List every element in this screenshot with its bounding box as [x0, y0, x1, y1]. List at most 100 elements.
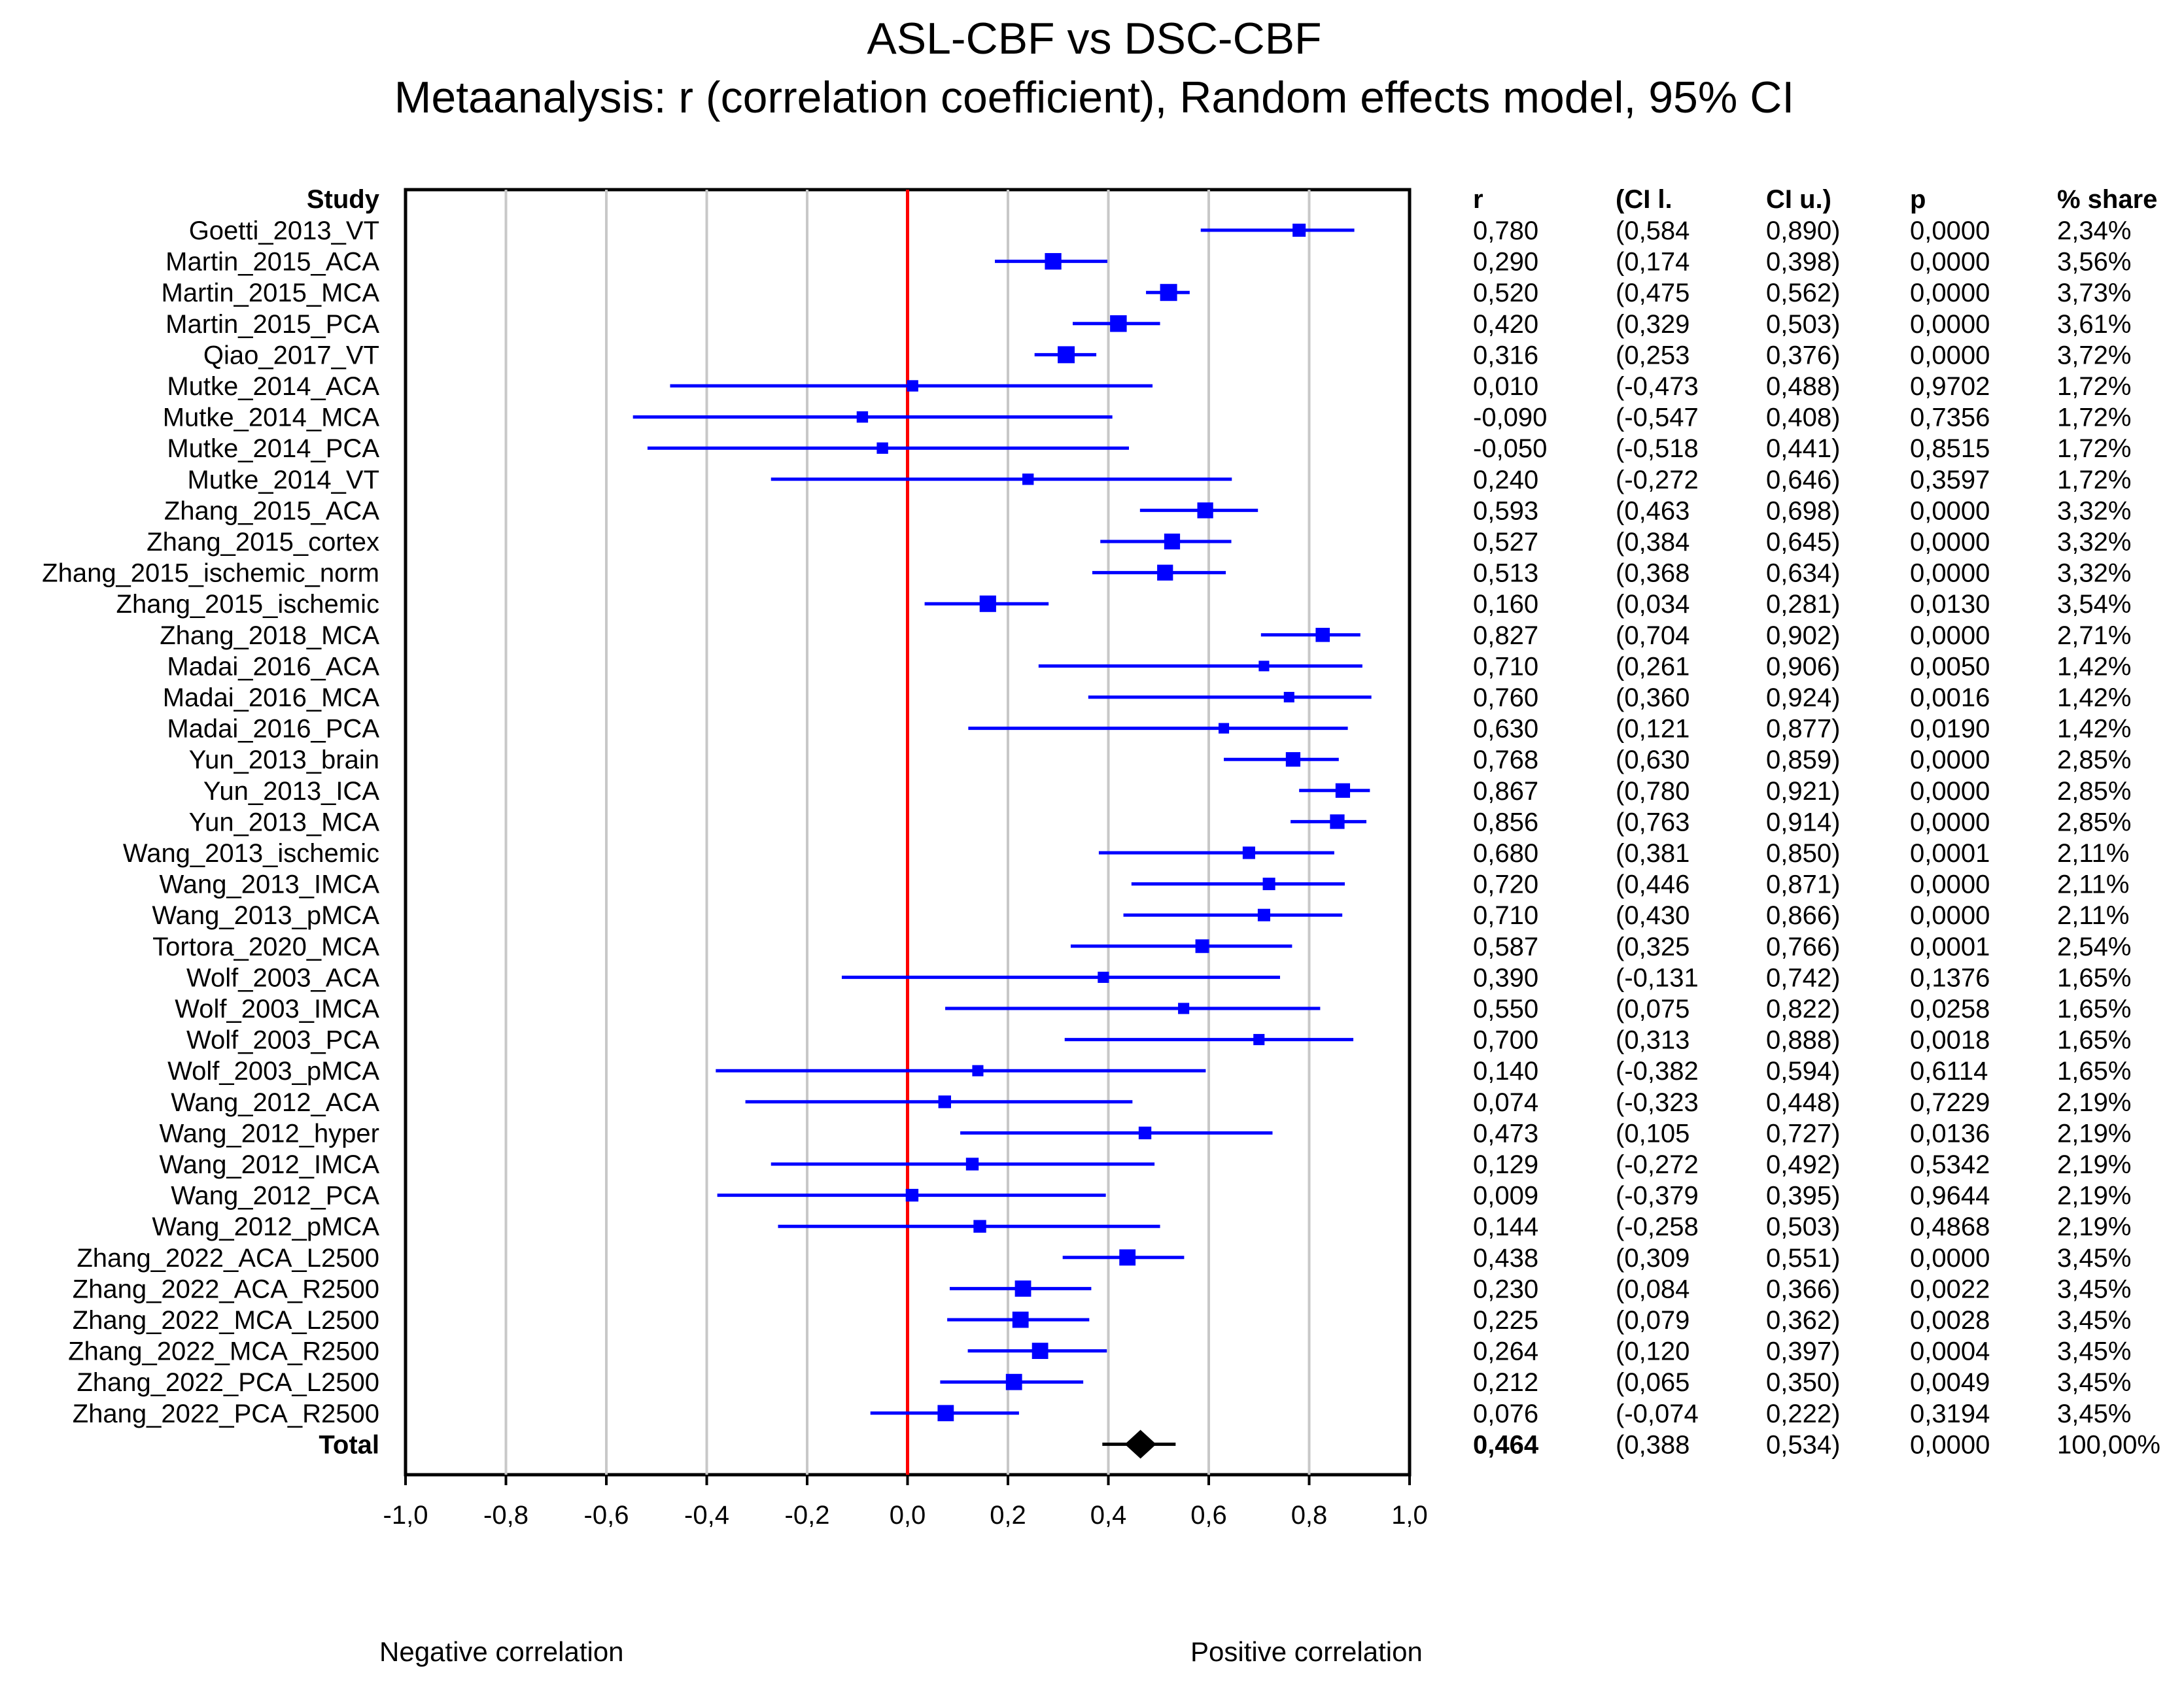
chart-subtitle: Metaanalysis: r (correlation coefficient… — [394, 73, 1794, 122]
cell-p: 0,0018 — [1910, 1026, 1990, 1055]
effect-marker — [1110, 315, 1127, 332]
study-labels: Goetti_2013_VTMartin_2015_ACAMartin_2015… — [42, 216, 379, 1459]
cell-p: 0,0000 — [1910, 528, 1990, 557]
cell-ci-lower: (0,084 — [1616, 1275, 1690, 1303]
cell-ci-upper: 0,902) — [1766, 621, 1840, 650]
cell-share: 3,45% — [2057, 1306, 2131, 1335]
study-label: Wolf_2003_IMCA — [175, 995, 379, 1023]
cell-ci-lower: (0,388 — [1616, 1430, 1690, 1459]
total-diamond — [1124, 1430, 1156, 1459]
cell-p: 0,6114 — [1910, 1057, 1988, 1086]
cell-ci-lower: (0,325 — [1616, 933, 1690, 961]
cell-ci-lower: (0,584 — [1616, 216, 1690, 245]
cell-ci-lower: (-0,272 — [1616, 1150, 1699, 1179]
effect-marker — [1257, 908, 1270, 921]
cell-share: 2,19% — [2057, 1182, 2131, 1211]
cell-r: 0,550 — [1473, 995, 1538, 1023]
cell-ci-lower: (-0,258 — [1616, 1212, 1699, 1241]
cell-r: 0,144 — [1473, 1212, 1538, 1241]
effect-marker — [1262, 878, 1275, 891]
study-label: Zhang_2022_MCA_R2500 — [68, 1337, 379, 1366]
cell-r: 0,264 — [1473, 1337, 1538, 1366]
study-label: Yun_2013_MCA — [189, 808, 380, 836]
effect-marker — [1160, 284, 1177, 301]
positive-correlation-label: Positive correlation — [1190, 1636, 1423, 1667]
cell-p: 0,0016 — [1910, 683, 1990, 712]
cell-ci-upper: 0,397) — [1766, 1337, 1840, 1366]
cell-p: 0,0028 — [1910, 1306, 1990, 1335]
effect-marker — [1218, 723, 1230, 734]
cell-ci-upper: 0,441) — [1766, 434, 1840, 463]
cell-ci-upper: 0,859) — [1766, 746, 1840, 774]
cell-r: 0,710 — [1473, 901, 1538, 930]
cell-p: 0,7356 — [1910, 404, 1990, 432]
cell-p: 0,0000 — [1910, 1244, 1990, 1273]
cell-r: -0,050 — [1473, 434, 1547, 463]
effect-marker — [1138, 1126, 1152, 1140]
cell-share: 3,56% — [2057, 248, 2131, 277]
study-label: Wolf_2003_ACA — [186, 963, 379, 992]
study-label: Madai_2016_PCA — [167, 715, 379, 744]
column-header-ci-lower: (CI l. — [1616, 185, 1673, 214]
effect-marker — [1119, 1249, 1136, 1266]
cell-ci-lower: (0,313 — [1616, 1026, 1690, 1055]
cell-share: 2,19% — [2057, 1212, 2131, 1241]
cell-ci-lower: (-0,323 — [1616, 1088, 1699, 1117]
cell-ci-upper: 0,281) — [1766, 590, 1840, 619]
cell-ci-lower: (0,704 — [1616, 621, 1690, 650]
cell-r: 0,390 — [1473, 963, 1538, 992]
cell-share: 1,42% — [2057, 652, 2131, 681]
effect-marker — [1292, 223, 1306, 237]
cell-p: 0,0258 — [1910, 995, 1990, 1023]
cell-share: 3,45% — [2057, 1368, 2131, 1397]
cell-share: 2,19% — [2057, 1119, 2131, 1148]
cell-ci-upper: 0,503) — [1766, 1212, 1840, 1241]
cell-ci-lower: (-0,074 — [1616, 1400, 1699, 1428]
cell-r: 0,593 — [1473, 496, 1538, 525]
cell-ci-upper: 0,350) — [1766, 1368, 1840, 1397]
study-label: Zhang_2022_PCA_L2500 — [77, 1368, 379, 1397]
effect-marker — [1335, 783, 1351, 798]
cell-ci-upper: 0,398) — [1766, 248, 1840, 277]
cell-r: 0,420 — [1473, 310, 1538, 339]
cell-ci-lower: (-0,547 — [1616, 404, 1699, 432]
study-label: Wang_2012_IMCA — [160, 1150, 380, 1179]
cell-r: 0,464 — [1473, 1430, 1539, 1459]
cell-r: 0,720 — [1473, 870, 1538, 899]
cell-p: 0,0022 — [1910, 1275, 1990, 1303]
cell-r: 0,587 — [1473, 933, 1538, 961]
study-label: Zhang_2015_ischemic_norm — [42, 559, 379, 588]
effect-marker — [876, 442, 888, 454]
cell-share: 3,32% — [2057, 559, 2131, 588]
cell-ci-upper: 0,850) — [1766, 839, 1840, 868]
cell-ci-lower: (0,381 — [1616, 839, 1690, 868]
effect-marker — [1285, 752, 1301, 767]
effect-marker — [907, 380, 918, 392]
cell-r: 0,867 — [1473, 777, 1538, 806]
x-tick-label: -1,0 — [383, 1501, 428, 1530]
cell-p: 0,0000 — [1910, 496, 1990, 525]
effect-marker — [1258, 661, 1270, 672]
cell-r: 0,212 — [1473, 1368, 1538, 1397]
study-label: Zhang_2022_PCA_R2500 — [73, 1400, 379, 1428]
cell-ci-upper: 0,222) — [1766, 1400, 1840, 1428]
study-label: Mutke_2014_ACA — [167, 372, 379, 401]
effect-marker — [1242, 846, 1255, 859]
study-label: Yun_2013_ICA — [203, 777, 379, 806]
cell-r: 0,076 — [1473, 1400, 1538, 1428]
cell-ci-lower: (0,121 — [1616, 715, 1690, 744]
cell-p: 0,0000 — [1910, 341, 1990, 369]
study-label: Yun_2013_brain — [189, 746, 379, 774]
cell-ci-upper: 0,448) — [1766, 1088, 1840, 1117]
cell-ci-lower: (-0,473 — [1616, 372, 1699, 401]
cell-share: 1,72% — [2057, 434, 2131, 463]
cell-p: 0,8515 — [1910, 434, 1990, 463]
study-label: Martin_2015_ACA — [165, 248, 379, 277]
cell-ci-upper: 0,594) — [1766, 1057, 1840, 1086]
study-column-header: Study — [307, 185, 380, 214]
cell-r: 0,700 — [1473, 1026, 1538, 1055]
study-label: Zhang_2022_ACA_L2500 — [77, 1244, 379, 1273]
statistics-table: r (CI l. CI u.) p % share 0,780 (0,584 0,890) 0,… — [1473, 185, 2160, 1459]
cell-p: 0,5342 — [1910, 1150, 1990, 1179]
cell-ci-upper: 0,766) — [1766, 933, 1840, 961]
